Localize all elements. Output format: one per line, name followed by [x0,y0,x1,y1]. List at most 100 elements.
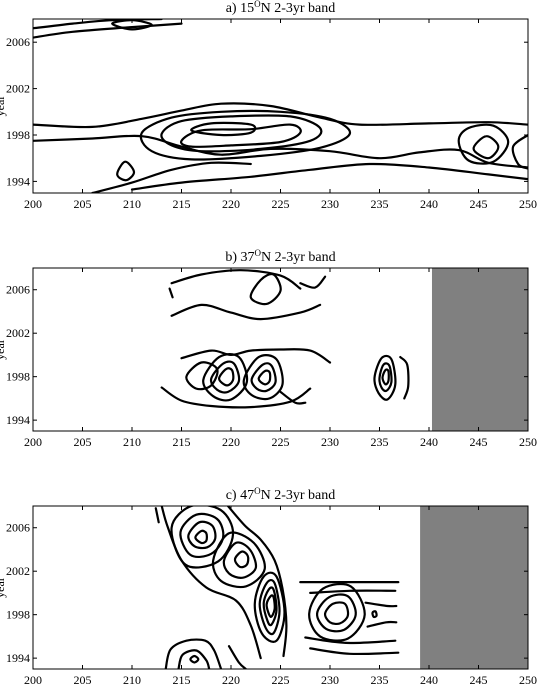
y-tick-label: 2006 [6,35,30,49]
panel-title-rest: N 2-3yr band [261,1,336,16]
panel-title: a) 15ON 2-3yr band [226,0,336,16]
x-tick-label: 235 [371,435,389,449]
x-tick-label: 225 [272,435,290,449]
contour-line [366,620,398,628]
y-tick-label: 2006 [6,521,30,535]
panel-title-superscript: O [254,486,261,496]
masked-region [431,268,528,431]
contour-line [381,368,390,386]
y-tick-label: 1994 [6,174,30,188]
contour-line [253,571,286,643]
x-tick-label: 245 [470,673,488,687]
y-tick-label: 1994 [6,651,30,665]
x-tick-label: 210 [123,673,141,687]
y-tick-label: 2002 [6,82,30,96]
x-tick-label: 250 [519,435,537,449]
contour-line [139,109,352,161]
contour-line [250,362,277,393]
contour-line [226,506,288,658]
contour-line [164,638,223,669]
x-tick-label: 200 [24,673,42,687]
x-tick-label: 240 [420,435,438,449]
contour-line [258,578,281,636]
x-tick-label: 245 [470,197,488,211]
panel-title: c) 47ON 2-3yr band [226,486,336,503]
contour-line [211,531,266,589]
x-tick-label: 200 [24,435,42,449]
contour-group [160,269,410,409]
contour-line [364,601,398,608]
contour-line [91,161,252,193]
x-tick-label: 235 [371,197,389,211]
contour-line [315,593,357,633]
panel-title: b) 37ON 2-3yr band [225,248,335,265]
x-tick-label: 240 [420,197,438,211]
contour-line [177,649,211,669]
contour-line [279,390,307,405]
panel-title-main: c) 47 [226,488,254,503]
panel-title-main: a) 15 [226,1,254,16]
y-axis-label: year [0,96,7,117]
contour-group [33,19,528,193]
panel-title-superscript: O [255,248,262,258]
y-tick-label: 2002 [6,326,30,340]
y-axis-label: year [0,577,7,598]
contour-line [190,121,257,137]
contour-line [304,636,397,645]
contour-line [160,506,262,660]
masked-region [420,506,528,669]
y-tick-label: 1998 [6,128,30,142]
contour-line [180,123,302,148]
x-tick-label: 205 [74,673,92,687]
x-tick-label: 225 [272,197,290,211]
contour-line [299,275,327,289]
contour-line [170,303,322,321]
x-tick-label: 215 [173,435,191,449]
x-tick-label: 215 [173,197,191,211]
contour-line [309,647,400,656]
panel-title-rest: N 2-3yr band [261,488,336,503]
x-tick-label: 205 [74,197,92,211]
contour-line [323,601,350,626]
y-tick-label: 1998 [6,608,30,622]
contour-line [265,594,276,618]
x-tick-label: 230 [321,435,339,449]
contour-line [378,362,393,393]
contour-line [233,550,250,569]
contour-line [170,269,302,290]
axes-frame [32,18,529,194]
contour-line [168,287,174,299]
x-tick-label: 215 [173,673,191,687]
x-tick-label: 250 [519,197,537,211]
x-tick-label: 230 [321,673,339,687]
contour-line [227,645,247,669]
x-tick-label: 200 [24,197,42,211]
x-tick-label: 220 [222,673,240,687]
contour-line [222,541,258,579]
contour-line [257,369,272,386]
contour-line [189,654,200,664]
x-tick-label: 245 [470,435,488,449]
contour-line [130,162,528,191]
contour-line [209,360,241,394]
x-tick-label: 230 [321,197,339,211]
contour-line [194,529,208,545]
x-tick-label: 250 [519,673,537,687]
contour-line [472,135,500,160]
panel-a: a) 15ON 2-3yr band 200 205 210 215 220 225 230 2… [0,0,537,211]
contour-line [160,114,323,153]
contour-line [218,367,235,387]
y-axis-label: year [0,339,7,360]
contour-line [262,586,278,627]
contour-line [399,356,410,400]
contour-line [185,361,219,391]
x-tick-label: 210 [123,197,141,211]
x-tick-label: 205 [74,435,92,449]
contour-line [111,19,153,31]
contour-line [457,123,510,165]
contour-line [373,354,397,401]
contour-line [249,272,282,306]
x-tick-label: 225 [272,673,290,687]
y-tick-label: 1998 [6,370,30,384]
